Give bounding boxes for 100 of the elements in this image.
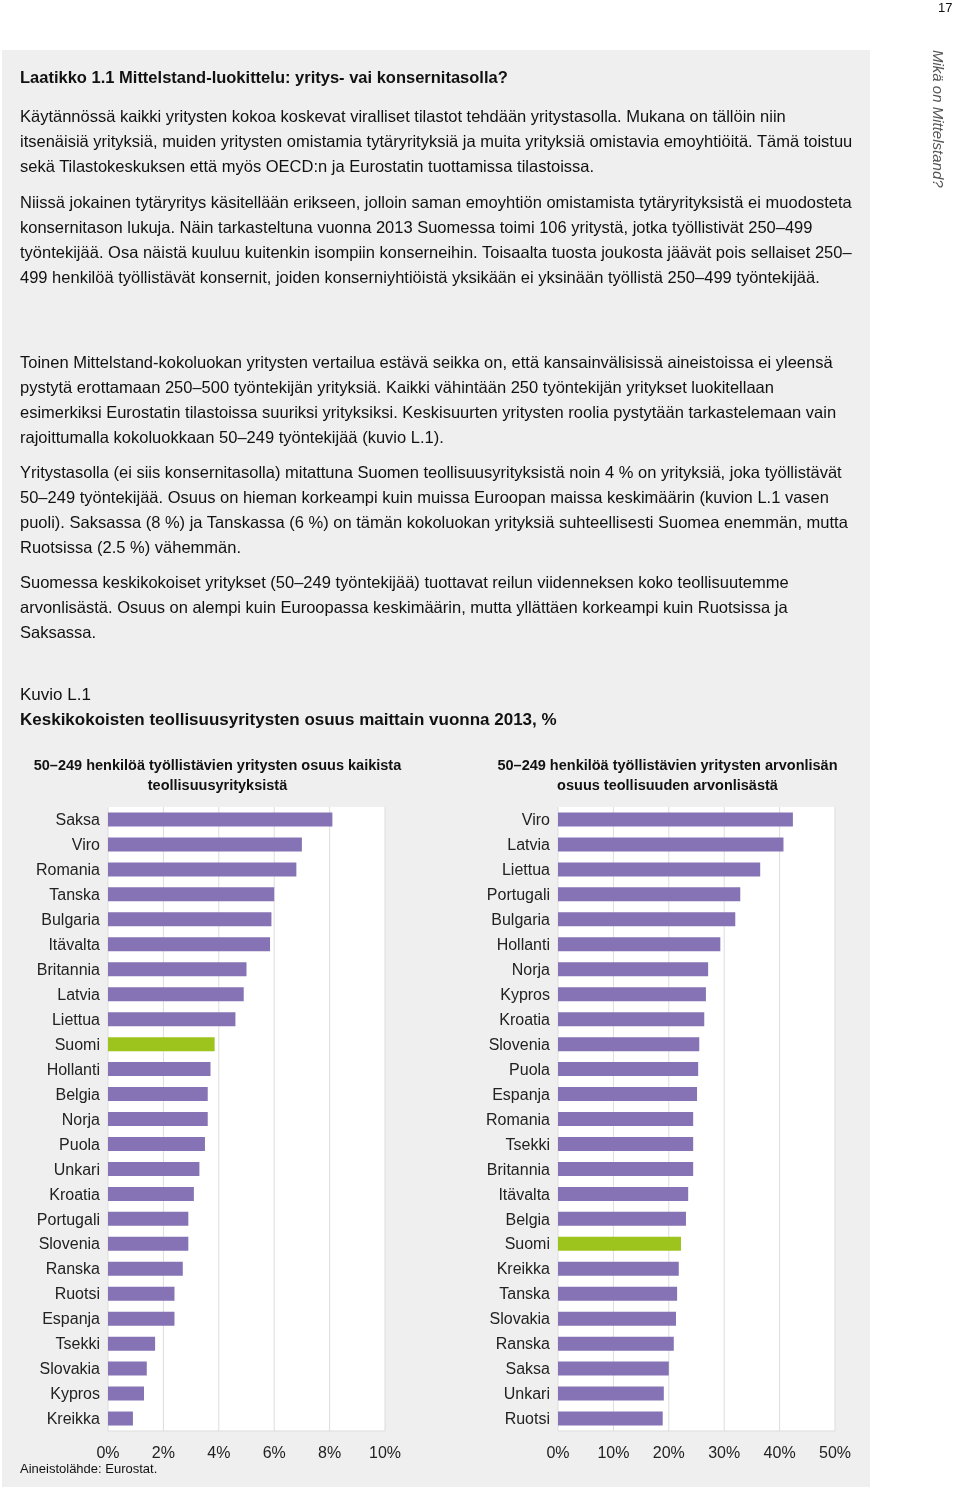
- y-tick-label: Britannia: [486, 1160, 551, 1178]
- bar: [108, 1361, 147, 1376]
- y-tick-label: Itävalta: [498, 1185, 551, 1203]
- y-tick-label: Portugali: [486, 886, 550, 904]
- chart-title: 50–249 henkilöä työllistävien yritysten osuus kaikista teollisuusyrityksistä: [32, 756, 403, 795]
- bar: [108, 962, 247, 977]
- y-tick-label: Tsekki: [505, 1135, 550, 1153]
- bar: [108, 1012, 236, 1027]
- bar: [108, 1186, 194, 1201]
- y-tick-label: Unkari: [53, 1160, 100, 1178]
- bar: [558, 1386, 664, 1401]
- y-tick-label: Itävalta: [48, 935, 101, 953]
- bar: [558, 1361, 669, 1376]
- y-tick-label: Kreikka: [496, 1260, 551, 1278]
- y-tick-label: Portugali: [36, 1210, 100, 1228]
- x-tick-label: 2%: [151, 1444, 175, 1462]
- y-tick-label: Ranska: [45, 1260, 101, 1278]
- bar: [558, 1112, 694, 1127]
- y-tick-label: Liettua: [501, 861, 551, 879]
- bar: [558, 1411, 663, 1426]
- y-tick-label: Bulgaria: [491, 911, 551, 928]
- y-tick-label: Espanja: [42, 1310, 101, 1328]
- x-tick-label: 8%: [318, 1444, 342, 1462]
- x-tick-label: 30%: [708, 1444, 741, 1462]
- y-tick-label: Puola: [509, 1060, 551, 1078]
- text: Toinen Mittelstand-kokoluokan yritysten vertailua estävä seikka on, että kansainvälisissä aineistoissa ei yleensä pystytä erottamaan 250–500 työntekijän yrityksiä. Kaikki vähintään 250 työntekijän yritykset luokitellaan esimerkiksi Eurostatin tilastoissa suuriksi yrityksiksi. Keskisuurten yritysten roolia pystytään tarkastelemaan vain rajoittumalla kokoluokkaan 50–249 työntekijää (kuvio L.1).: [20, 352, 838, 448]
- bar: [108, 887, 275, 902]
- bar: [108, 1286, 175, 1301]
- text: Keskikokoisten teollisuusyritysten osuus maittain vuonna 2013, %: [20, 710, 557, 730]
- bar: [558, 1236, 681, 1251]
- y-tick-label: Kreikka: [46, 1410, 101, 1428]
- x-tick-label: 10%: [597, 1444, 630, 1462]
- y-tick-label: Espanja: [492, 1085, 551, 1103]
- y-tick-label: Ruotsi: [54, 1285, 100, 1303]
- text: Aineistolähde: Eurostat.: [20, 1461, 158, 1476]
- bar: [108, 1136, 205, 1151]
- text: Mikä on Mittelstand?: [930, 50, 947, 188]
- y-tick-label: Unkari: [503, 1385, 550, 1403]
- y-tick-label: Norja: [511, 960, 551, 978]
- text: Laatikko 1.1 Mittelstand-luokittelu: yritys- vai konsernitasolla?: [20, 68, 509, 87]
- bar: [558, 912, 736, 927]
- y-tick-label: Kroatia: [49, 1185, 101, 1203]
- x-tick-label: 6%: [262, 1444, 286, 1462]
- y-tick-label: Slovakia: [489, 1310, 551, 1328]
- y-tick-label: Hollanti: [496, 935, 550, 953]
- bar: [558, 1037, 700, 1052]
- x-tick-label: 20%: [652, 1444, 685, 1462]
- bar: [108, 1062, 211, 1077]
- y-tick-label: Slovakia: [39, 1360, 101, 1378]
- bar: [558, 962, 709, 977]
- y-tick-label: Belgia: [505, 1210, 551, 1228]
- y-tick-label: Viro: [71, 836, 101, 854]
- bar: [108, 837, 302, 852]
- x-tick-label: 0%: [96, 1444, 120, 1462]
- y-tick-label: Liettua: [51, 1010, 101, 1028]
- y-tick-label: Ranska: [495, 1335, 551, 1353]
- bar: [558, 1211, 686, 1226]
- bar: [558, 1186, 689, 1201]
- x-tick-label: 4%: [207, 1444, 231, 1462]
- x-tick-label: 50%: [818, 1444, 852, 1462]
- bar: [108, 1311, 175, 1326]
- bar: [108, 1112, 208, 1127]
- text: Yritystasolla (ei siis konsernitasolla) mitattuna Suomen teollisuusyrityksistä noin 4 % on yrityksiä, joka työllistävät 50–249 työntekijää. Osuus on hieman korkeampi kuin muissa Euroopan maissa keskimäärin (kuvion L.1 vasen puoli). Saksassa (8 %) ja Tanskassa (6 %) on tämän kokoluokan yrityksiä suhteellisesti Suomea enemmän, mutta Ruotsissa (2.5 %) vähemmän.: [20, 462, 849, 558]
- y-tick-label: Ruotsi: [504, 1410, 550, 1428]
- y-tick-label: Romania: [35, 861, 101, 879]
- y-tick-label: Latvia: [507, 836, 551, 854]
- y-tick-label: Slovenia: [488, 1035, 551, 1053]
- y-tick-label: Tanska: [49, 886, 101, 904]
- y-tick-label: Slovenia: [38, 1235, 101, 1253]
- y-tick-label: Suomi: [504, 1235, 550, 1253]
- chart-title: 50–249 henkilöä työllistävien yritysten arvonlisän osuus teollisuuden arvonlisästä: [496, 756, 839, 795]
- bar: [558, 1336, 674, 1351]
- text: 17: [938, 0, 953, 15]
- x-tick-label: 40%: [763, 1444, 796, 1462]
- bar: [558, 812, 793, 827]
- bar: [108, 1411, 133, 1426]
- bar: [108, 1037, 215, 1052]
- y-tick-label: Bulgaria: [41, 911, 101, 928]
- bar: [558, 1012, 705, 1027]
- bar: [108, 912, 272, 927]
- bar: [558, 1087, 698, 1102]
- y-tick-label: Tanska: [499, 1285, 551, 1303]
- y-tick-label: Britannia: [36, 960, 101, 978]
- bar: [108, 862, 297, 877]
- bar: [108, 1261, 183, 1276]
- y-tick-label: Romania: [485, 1110, 551, 1128]
- bar: [108, 1087, 208, 1102]
- bar: [558, 1311, 676, 1326]
- bar: [108, 987, 244, 1002]
- bar: [558, 1136, 694, 1151]
- y-tick-label: Norja: [61, 1110, 101, 1128]
- y-tick-label: Kypros: [50, 1385, 100, 1403]
- y-tick-label: Kypros: [500, 985, 550, 1003]
- bar: [108, 1386, 145, 1401]
- text: Käytännössä kaikki yritysten kokoa koskevat viralliset tilastot tehdään yritystasolla. Mukana on tällöin niin itsenäisiä yrityksiä, muiden yritysten omistamia tytäryrityksiä ja muita yrityksiä omistavia emoyhtiöitä. Tämä toistuu sekä Tilastokeskuksen että myös OECD:n ja Eurostatin tuottamissa tilastoissa.: [20, 106, 854, 177]
- y-tick-label: Kroatia: [499, 1010, 551, 1028]
- bar: [558, 1286, 678, 1301]
- y-tick-label: Puola: [59, 1135, 101, 1153]
- bar: [558, 1062, 699, 1077]
- text: Kuvio L.1: [20, 685, 91, 705]
